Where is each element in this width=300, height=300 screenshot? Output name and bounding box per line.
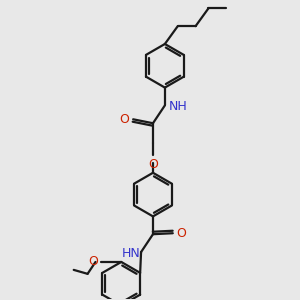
Text: O: O <box>88 256 98 268</box>
Text: HN: HN <box>121 247 140 260</box>
Text: O: O <box>148 158 158 171</box>
Text: NH: NH <box>169 100 188 113</box>
Text: O: O <box>119 113 129 126</box>
Text: O: O <box>177 227 187 240</box>
